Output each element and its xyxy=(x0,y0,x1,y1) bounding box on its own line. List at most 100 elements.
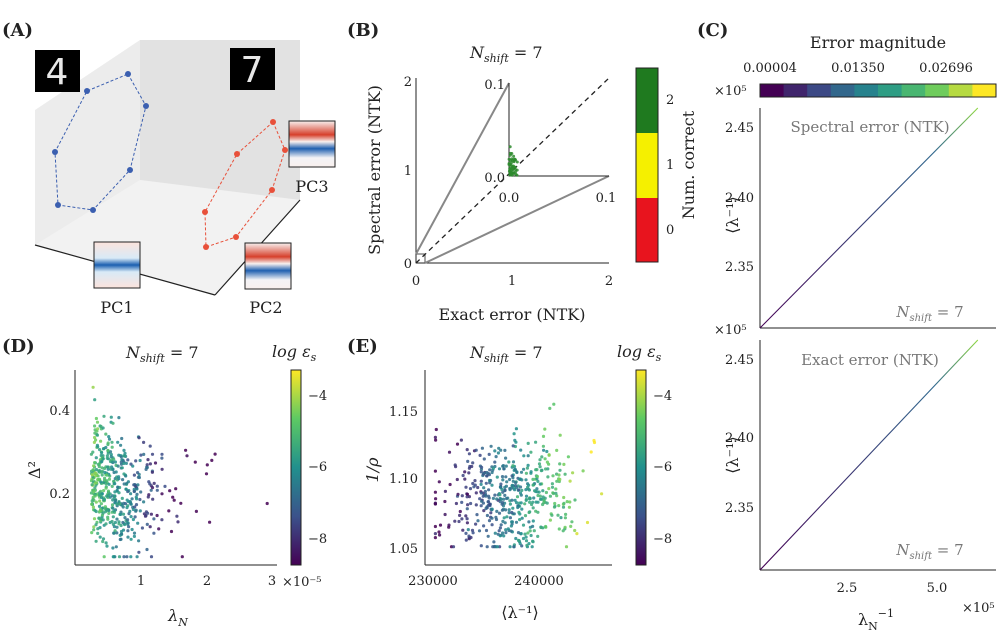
scatter-point xyxy=(552,402,556,406)
scatter-point xyxy=(562,462,566,466)
scatter-point xyxy=(168,489,172,493)
scatter-point xyxy=(484,506,488,511)
tick-label: 1 xyxy=(404,164,412,179)
num-correct-label: Num. correct xyxy=(679,110,698,219)
scatter-point xyxy=(135,555,139,559)
scatter-point xyxy=(503,448,507,452)
scatter-point xyxy=(97,516,101,520)
scatter-point xyxy=(490,483,494,487)
panel-e-colorbar-label: log εs xyxy=(617,342,662,364)
scatter-point xyxy=(113,520,117,525)
scatter-point xyxy=(90,502,94,506)
pca-3d-box-floor xyxy=(35,180,300,295)
scatter-point xyxy=(119,512,123,517)
scatter-point xyxy=(148,462,152,466)
scatter-point xyxy=(104,486,108,490)
scatter-point xyxy=(101,537,106,541)
scatter-point xyxy=(527,497,532,501)
scatter-point xyxy=(487,494,491,498)
scatter-point xyxy=(90,499,94,503)
scatter-point xyxy=(563,472,567,476)
tick-label: −8 xyxy=(653,532,672,547)
scatter-point xyxy=(104,432,108,436)
scatter-point xyxy=(130,497,134,501)
scatter-point xyxy=(496,451,500,455)
colorbar-segment-one xyxy=(636,133,658,198)
digit-four-points xyxy=(52,71,149,213)
scatter-point xyxy=(502,534,506,538)
scatter-point xyxy=(105,508,109,512)
scatter-point xyxy=(437,480,441,484)
scatter-point xyxy=(542,448,546,452)
scatter-point xyxy=(120,436,124,441)
scatter-point xyxy=(126,522,130,526)
scatter-point xyxy=(479,479,483,483)
scatter-point xyxy=(510,510,514,515)
scatter-point xyxy=(109,458,113,462)
scatter-point xyxy=(544,467,548,471)
scatter-point xyxy=(100,469,104,473)
scatter-point xyxy=(478,453,482,457)
spectral-error-line xyxy=(759,107,979,329)
scatter-point xyxy=(100,451,104,455)
scatter-point xyxy=(589,450,593,454)
scatter-point xyxy=(507,477,512,482)
scatter-point xyxy=(526,463,530,467)
scatter-point xyxy=(487,473,491,477)
scatter-point xyxy=(122,454,126,458)
scatter-point xyxy=(126,535,130,539)
scatter-point xyxy=(160,492,164,496)
scatter-point xyxy=(148,525,152,529)
error-magnitude-colorbar xyxy=(760,84,997,97)
scatter-point xyxy=(437,530,441,534)
panel-d-title: Nshift = 7 xyxy=(125,343,199,365)
panel-b-ticks: 2 1 0 0 1 2 0.1 0.0 0.0 0.1 xyxy=(404,75,617,289)
scatter-point xyxy=(527,520,531,524)
scatter-point xyxy=(504,475,508,479)
scatter-point xyxy=(93,398,97,402)
tick-label: 1 xyxy=(137,574,145,589)
scatter-point xyxy=(145,463,149,467)
scatter-point xyxy=(467,466,471,470)
num-correct-colorbar xyxy=(635,67,659,263)
scatter-point xyxy=(103,470,107,475)
scatter-point xyxy=(512,545,516,549)
scatter-point xyxy=(502,467,506,471)
scatter-point xyxy=(152,531,156,535)
scatter-point xyxy=(600,492,604,496)
scatter-point xyxy=(478,497,482,501)
scatter-point xyxy=(514,536,518,541)
scatter-point xyxy=(123,451,127,455)
scatter-point xyxy=(132,534,136,539)
scatter-point xyxy=(92,528,96,532)
panel-c-x-label: λN−1 xyxy=(858,607,894,633)
scatter-point xyxy=(92,525,96,529)
scatter-point xyxy=(564,545,569,549)
scatter-point xyxy=(114,470,118,474)
scatter-point xyxy=(146,495,150,499)
scatter-point xyxy=(548,494,553,498)
pca-point-blue xyxy=(143,103,149,109)
scatter-point xyxy=(111,515,115,519)
scatter-point xyxy=(137,436,141,440)
scatter-point xyxy=(520,544,524,548)
scatter-point xyxy=(516,531,521,535)
scatter-point xyxy=(89,491,93,495)
scatter-point xyxy=(495,497,499,501)
scatter-point xyxy=(523,532,527,536)
scatter-point xyxy=(451,545,456,549)
scatter-point xyxy=(550,485,555,489)
scatter-point xyxy=(569,524,573,529)
scatter-point xyxy=(140,526,144,530)
scatter-point xyxy=(490,507,494,511)
scatter-point xyxy=(464,531,468,536)
scatter-point xyxy=(106,449,110,453)
scatter-point xyxy=(145,465,149,470)
scatter-point xyxy=(558,468,562,472)
scatter-point xyxy=(125,481,129,485)
pca-point-blue xyxy=(84,88,90,94)
scatter-point xyxy=(514,440,518,444)
scatter-point xyxy=(537,490,541,494)
scatter-point xyxy=(93,486,97,490)
scatter-point xyxy=(492,540,496,544)
